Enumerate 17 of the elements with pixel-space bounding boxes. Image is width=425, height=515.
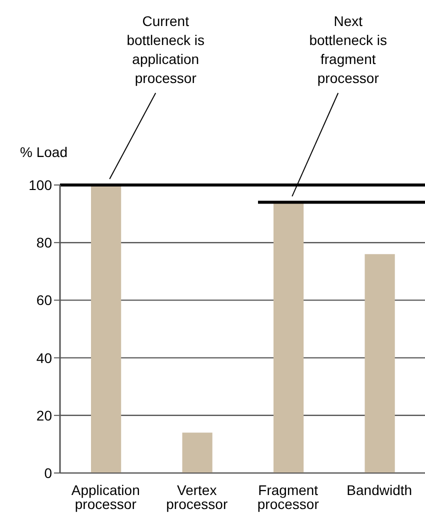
y-tick-label: 40: [36, 350, 52, 366]
x-tick-label: Application processor: [71, 482, 140, 512]
y-axis-title: % Load: [20, 144, 68, 160]
y-tick-label: 100: [28, 176, 52, 193]
x-tick-label: Bandwidth: [346, 482, 412, 498]
bar: [274, 202, 304, 473]
y-tick-label: 0: [44, 464, 52, 481]
bar: [91, 185, 122, 473]
y-tick-label: 80: [36, 234, 52, 251]
bar: [182, 432, 212, 473]
annotation: Next bottleneck is fragment processor: [309, 13, 388, 86]
y-tick-label: 20: [36, 407, 52, 424]
x-tick-label: Vertex processor: [166, 482, 228, 512]
x-tick-label: Fragment processor: [257, 482, 320, 512]
bar: [364, 254, 395, 473]
annotation: Current bottleneck is application processor: [126, 13, 205, 86]
y-tick-label: 60: [36, 292, 52, 308]
